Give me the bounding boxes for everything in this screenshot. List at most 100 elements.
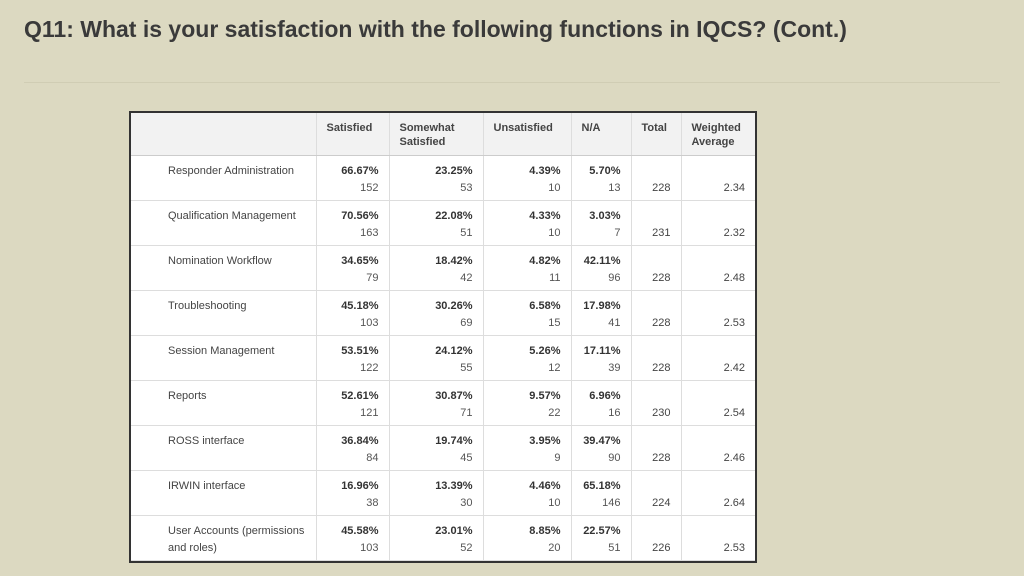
response-cell: 22.57% 51 bbox=[570, 515, 631, 561]
weighted-average: 2.32 bbox=[723, 227, 745, 239]
count: 52 bbox=[460, 542, 473, 554]
percent: 65.18% bbox=[583, 480, 621, 492]
results-table: Satisfied Somewhat Satisfied Unsatisfied N/… bbox=[131, 113, 755, 561]
header-blank bbox=[131, 113, 316, 156]
total: 228 bbox=[652, 272, 671, 284]
weighted-average-cell: 2.46 bbox=[680, 425, 755, 471]
row-label-cell: User Accounts (permissions and roles) bbox=[131, 515, 316, 561]
response-cell: 4.39% 10 bbox=[482, 155, 571, 201]
weighted-average-cell: 2.34 bbox=[680, 155, 755, 201]
response-cell: 53.51% 122 bbox=[315, 335, 389, 381]
weighted-average: 2.34 bbox=[723, 182, 745, 194]
percent: 23.25% bbox=[435, 165, 473, 177]
row-label-cell: IRWIN interface bbox=[131, 470, 316, 516]
percent: 53.51% bbox=[341, 345, 379, 357]
total: 230 bbox=[652, 407, 671, 419]
weighted-average: 2.53 bbox=[723, 542, 745, 554]
total-cell: 226 bbox=[630, 515, 681, 561]
count: 71 bbox=[460, 407, 473, 419]
weighted-average-cell: 2.42 bbox=[680, 335, 755, 381]
response-cell: 13.39% 30 bbox=[388, 470, 483, 516]
table-body: Responder Administration 66.67% 152 23.25% 5… bbox=[131, 155, 755, 561]
count: 96 bbox=[608, 272, 621, 284]
response-cell: 30.87% 71 bbox=[388, 380, 483, 426]
total-cell: 228 bbox=[630, 245, 681, 291]
percent: 13.39% bbox=[435, 480, 473, 492]
count: 121 bbox=[360, 407, 379, 419]
count: 53 bbox=[460, 182, 473, 194]
row-label: Troubleshooting bbox=[168, 300, 247, 312]
response-cell: 22.08% 51 bbox=[388, 200, 483, 246]
total: 224 bbox=[652, 497, 671, 509]
weighted-average-cell: 2.53 bbox=[680, 515, 755, 561]
table-frame: Satisfied Somewhat Satisfied Unsatisfied N/… bbox=[129, 111, 757, 563]
count: 84 bbox=[366, 452, 379, 464]
count: 13 bbox=[608, 182, 621, 194]
response-cell: 42.11% 96 bbox=[570, 245, 631, 291]
percent: 30.26% bbox=[435, 300, 473, 312]
response-cell: 6.96% 16 bbox=[570, 380, 631, 426]
count: 42 bbox=[460, 272, 473, 284]
total-cell: 230 bbox=[630, 380, 681, 426]
row-label: Qualification Management bbox=[168, 210, 296, 222]
row-label: User Accounts (permissions and roles) bbox=[168, 525, 305, 554]
row-label: Responder Administration bbox=[168, 165, 294, 177]
divider bbox=[24, 82, 1000, 83]
count: 163 bbox=[360, 227, 379, 239]
count: 7 bbox=[614, 227, 621, 239]
count: 10 bbox=[548, 182, 561, 194]
percent: 45.58% bbox=[341, 525, 379, 537]
weighted-average-cell: 2.32 bbox=[680, 200, 755, 246]
percent: 5.26% bbox=[529, 345, 561, 357]
percent: 34.65% bbox=[341, 255, 379, 267]
count: 10 bbox=[548, 497, 561, 509]
percent: 66.67% bbox=[341, 165, 379, 177]
count: 45 bbox=[460, 452, 473, 464]
response-cell: 17.11% 39 bbox=[570, 335, 631, 381]
table-row: Reports 52.61% 121 30.87% 71 9.57% 22 6.96% 16 23… bbox=[131, 380, 755, 426]
column-header: Total bbox=[630, 113, 681, 156]
column-header: Unsatisfied bbox=[482, 113, 571, 156]
response-cell: 52.61% 121 bbox=[315, 380, 389, 426]
percent: 3.03% bbox=[589, 210, 621, 222]
percent: 6.96% bbox=[589, 390, 621, 402]
weighted-average: 2.53 bbox=[723, 317, 745, 329]
row-label-cell: Qualification Management bbox=[131, 200, 316, 246]
response-cell: 39.47% 90 bbox=[570, 425, 631, 471]
count: 103 bbox=[360, 317, 379, 329]
row-label: Session Management bbox=[168, 345, 275, 357]
percent: 9.57% bbox=[529, 390, 561, 402]
percent: 70.56% bbox=[341, 210, 379, 222]
count: 51 bbox=[460, 227, 473, 239]
response-cell: 4.46% 10 bbox=[482, 470, 571, 516]
count: 79 bbox=[366, 272, 379, 284]
percent: 4.82% bbox=[529, 255, 561, 267]
response-cell: 8.85% 20 bbox=[482, 515, 571, 561]
weighted-average-cell: 2.54 bbox=[680, 380, 755, 426]
weighted-average-cell: 2.53 bbox=[680, 290, 755, 336]
column-header: N/A bbox=[570, 113, 631, 156]
percent: 30.87% bbox=[435, 390, 473, 402]
percent: 39.47% bbox=[583, 435, 621, 447]
response-cell: 45.18% 103 bbox=[315, 290, 389, 336]
percent: 17.98% bbox=[583, 300, 621, 312]
response-cell: 24.12% 55 bbox=[388, 335, 483, 381]
total: 228 bbox=[652, 182, 671, 194]
response-cell: 17.98% 41 bbox=[570, 290, 631, 336]
weighted-average: 2.64 bbox=[723, 497, 745, 509]
column-header: Satisfied bbox=[315, 113, 389, 156]
table-row: Responder Administration 66.67% 152 23.25% 5… bbox=[131, 155, 755, 201]
response-cell: 30.26% 69 bbox=[388, 290, 483, 336]
column-header: Somewhat Satisfied bbox=[388, 113, 483, 156]
count: 38 bbox=[366, 497, 379, 509]
response-cell: 23.01% 52 bbox=[388, 515, 483, 561]
row-label: ROSS interface bbox=[168, 435, 245, 447]
percent: 22.08% bbox=[435, 210, 473, 222]
row-label-cell: ROSS interface bbox=[131, 425, 316, 471]
response-cell: 65.18% 146 bbox=[570, 470, 631, 516]
percent: 6.58% bbox=[529, 300, 561, 312]
total: 228 bbox=[652, 362, 671, 374]
percent: 18.42% bbox=[435, 255, 473, 267]
row-label-cell: Responder Administration bbox=[131, 155, 316, 201]
